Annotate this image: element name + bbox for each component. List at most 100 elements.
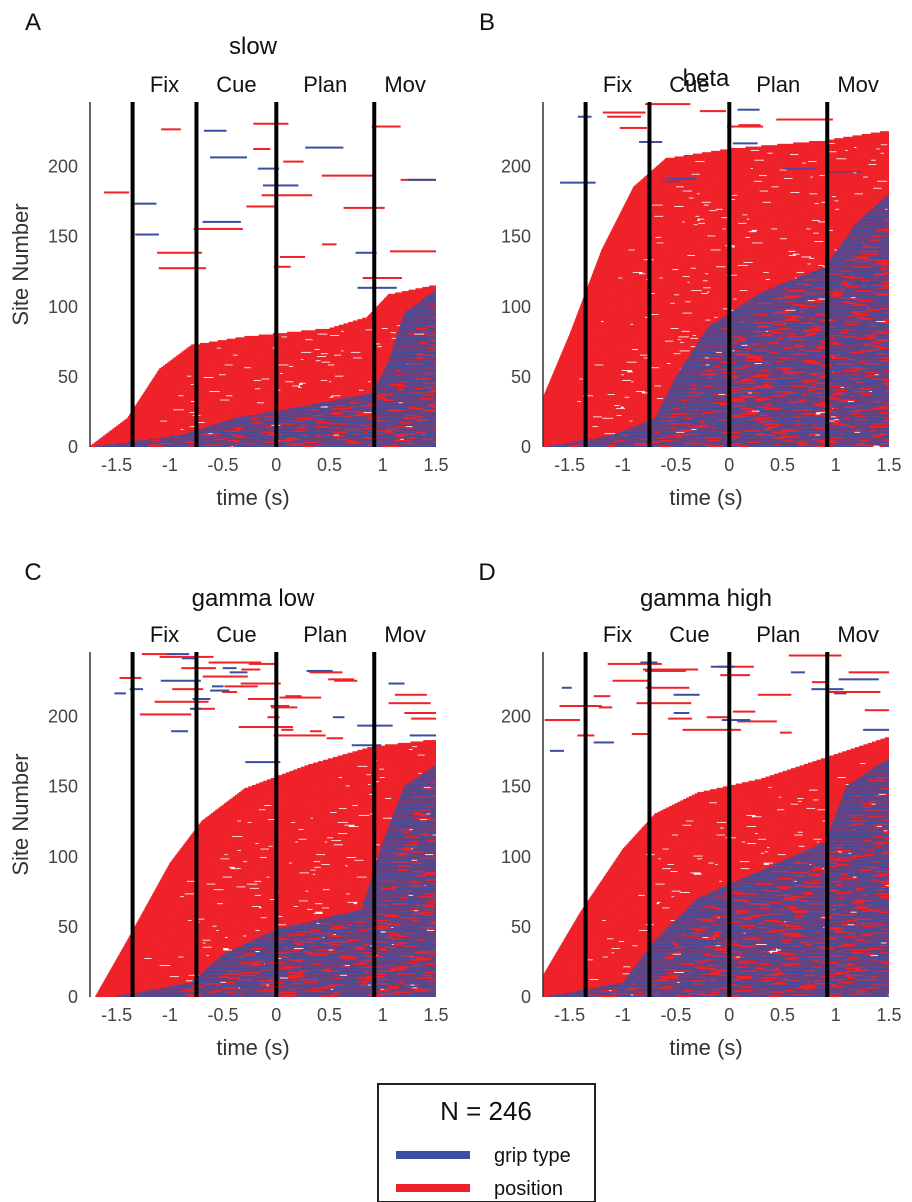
position-segment bbox=[786, 169, 822, 171]
position-segment bbox=[314, 864, 345, 867]
position-segment bbox=[658, 265, 717, 268]
grip-segment bbox=[882, 761, 889, 763]
position-segment bbox=[695, 267, 810, 270]
grip-segment bbox=[282, 432, 355, 435]
position-segment bbox=[618, 215, 655, 218]
grip-segment bbox=[317, 945, 370, 947]
grip-segment bbox=[363, 903, 392, 905]
grip-segment bbox=[881, 341, 889, 344]
grip-segment bbox=[845, 288, 889, 290]
grip-segment bbox=[168, 985, 192, 988]
position-segment bbox=[847, 204, 889, 207]
grip-segment bbox=[827, 263, 881, 265]
grip-segment bbox=[863, 901, 889, 904]
position-segment bbox=[394, 862, 433, 865]
grip-segment bbox=[361, 441, 434, 443]
grip-segment bbox=[771, 417, 845, 419]
position-segment bbox=[333, 396, 365, 399]
grip-segment bbox=[406, 967, 436, 969]
grip-segment bbox=[421, 774, 436, 776]
position-segment bbox=[597, 260, 746, 263]
grip-segment bbox=[369, 883, 434, 885]
grip-segment bbox=[797, 376, 818, 379]
grip-segment bbox=[830, 827, 889, 829]
grip-segment bbox=[770, 865, 826, 867]
grip-segment bbox=[430, 292, 436, 295]
grip-segment bbox=[675, 942, 718, 944]
position-segment bbox=[878, 167, 889, 170]
grip-segment bbox=[403, 786, 423, 789]
position-segment bbox=[281, 728, 294, 731]
position-segment bbox=[836, 150, 889, 153]
grip-segment bbox=[402, 788, 426, 790]
grip-segment bbox=[722, 396, 744, 398]
grip-segment bbox=[423, 956, 436, 958]
position-segment bbox=[226, 338, 306, 341]
y-tick-label: 200 bbox=[48, 707, 78, 727]
position-segment bbox=[248, 922, 317, 925]
position-segment bbox=[588, 282, 682, 285]
position-segment bbox=[338, 810, 436, 813]
grip-segment bbox=[717, 372, 784, 375]
grip-segment bbox=[407, 935, 436, 937]
position-segment bbox=[543, 421, 697, 424]
grip-segment bbox=[600, 985, 664, 988]
position-segment bbox=[575, 919, 603, 922]
position-segment bbox=[105, 977, 151, 980]
position-segment bbox=[854, 378, 889, 380]
grip-segment bbox=[729, 968, 763, 971]
grip-segment bbox=[596, 994, 631, 996]
grip-segment bbox=[338, 427, 365, 429]
position-segment bbox=[140, 396, 263, 399]
position-segment bbox=[582, 298, 653, 301]
position-segment bbox=[162, 365, 211, 368]
grip-segment bbox=[278, 428, 345, 431]
grip-segment bbox=[816, 324, 870, 327]
grip-segment bbox=[716, 924, 782, 926]
position-segment bbox=[763, 894, 809, 897]
grip-segment bbox=[388, 904, 417, 906]
position-segment bbox=[253, 147, 271, 150]
grip-segment bbox=[408, 434, 436, 436]
position-segment bbox=[185, 348, 315, 351]
position-segment bbox=[598, 257, 749, 260]
grip-segment bbox=[887, 432, 889, 435]
grip-segment bbox=[345, 404, 360, 407]
grip-segment bbox=[257, 413, 332, 415]
position-segment bbox=[181, 667, 216, 670]
x-axis-label: time (s) bbox=[669, 1035, 742, 1060]
grip-segment bbox=[727, 368, 784, 370]
grip-segment bbox=[863, 974, 889, 976]
position-segment bbox=[283, 428, 417, 431]
position-segment bbox=[816, 759, 889, 762]
position-segment bbox=[326, 834, 433, 836]
position-segment bbox=[863, 744, 889, 747]
grip-segment bbox=[639, 959, 705, 961]
x-tick-label: 0.5 bbox=[770, 1005, 795, 1025]
position-segment bbox=[664, 413, 816, 416]
grip-segment bbox=[788, 287, 815, 289]
grip-segment bbox=[842, 796, 889, 798]
grip-segment bbox=[367, 890, 407, 892]
grip-segment bbox=[406, 783, 436, 786]
grip-segment bbox=[786, 858, 826, 860]
grip-segment bbox=[430, 809, 436, 811]
position-segment bbox=[141, 653, 178, 656]
grip-segment bbox=[746, 416, 795, 418]
grip-segment bbox=[842, 385, 889, 387]
grip-segment bbox=[398, 799, 436, 801]
position-segment bbox=[711, 150, 830, 153]
position-segment bbox=[678, 834, 717, 836]
position-segment bbox=[629, 192, 697, 195]
position-segment bbox=[739, 956, 881, 959]
position-segment bbox=[289, 770, 399, 773]
grip-segment bbox=[829, 388, 859, 390]
grip-segment bbox=[866, 212, 889, 215]
grip-segment bbox=[430, 813, 436, 815]
position-segment bbox=[267, 340, 398, 343]
position-segment bbox=[176, 853, 225, 856]
grip-segment bbox=[252, 939, 293, 941]
position-segment bbox=[829, 194, 889, 197]
x-axis-label: time (s) bbox=[216, 485, 289, 510]
position-segment bbox=[607, 237, 712, 240]
